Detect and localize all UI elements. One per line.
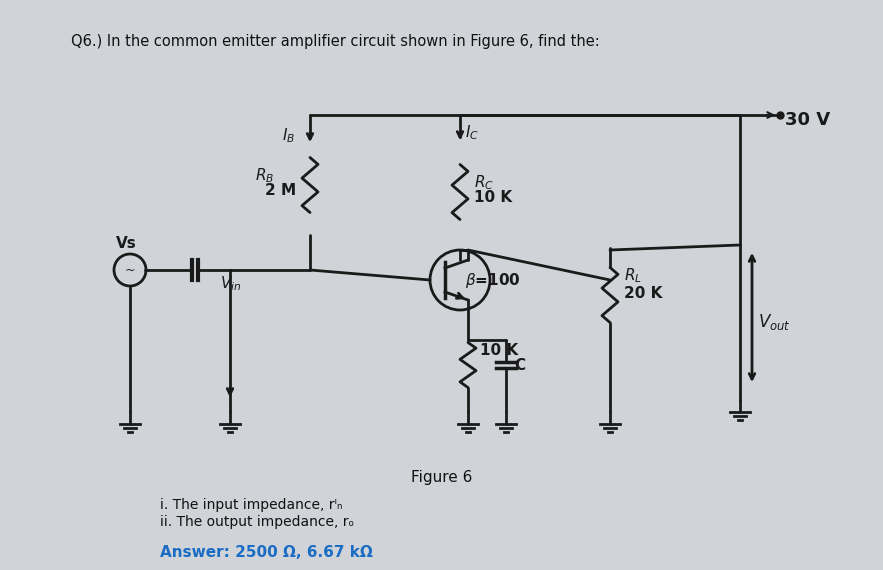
Text: i. The input impedance, rᴵₙ: i. The input impedance, rᴵₙ [160, 498, 343, 512]
Text: $V_{in}$: $V_{in}$ [220, 274, 241, 293]
Text: Answer: 2500 Ω, 6.67 kΩ: Answer: 2500 Ω, 6.67 kΩ [160, 545, 373, 560]
Text: C: C [514, 358, 525, 373]
Text: $R_C$: $R_C$ [474, 173, 494, 192]
Text: $I_C$: $I_C$ [465, 123, 479, 142]
Text: 30 V: 30 V [785, 111, 830, 129]
Text: Figure 6: Figure 6 [411, 470, 472, 485]
Text: 20 K: 20 K [624, 286, 662, 301]
Text: ~: ~ [125, 263, 135, 276]
Text: Q6.) In the common emitter amplifier circuit shown in Figure 6, find the:: Q6.) In the common emitter amplifier cir… [71, 34, 600, 49]
Text: 2 M: 2 M [265, 183, 296, 198]
Text: 10 K: 10 K [480, 343, 518, 358]
Text: ii. The output impedance, rₒ: ii. The output impedance, rₒ [160, 515, 354, 529]
Text: $\beta$=100: $\beta$=100 [465, 271, 521, 290]
Text: $V_{out}$: $V_{out}$ [758, 312, 791, 332]
Text: Vs: Vs [116, 236, 137, 251]
Text: $I_B$: $I_B$ [282, 126, 295, 145]
Text: $R_B$: $R_B$ [255, 166, 275, 185]
Text: 10 K: 10 K [474, 190, 512, 205]
Text: $R_L$: $R_L$ [624, 266, 642, 284]
